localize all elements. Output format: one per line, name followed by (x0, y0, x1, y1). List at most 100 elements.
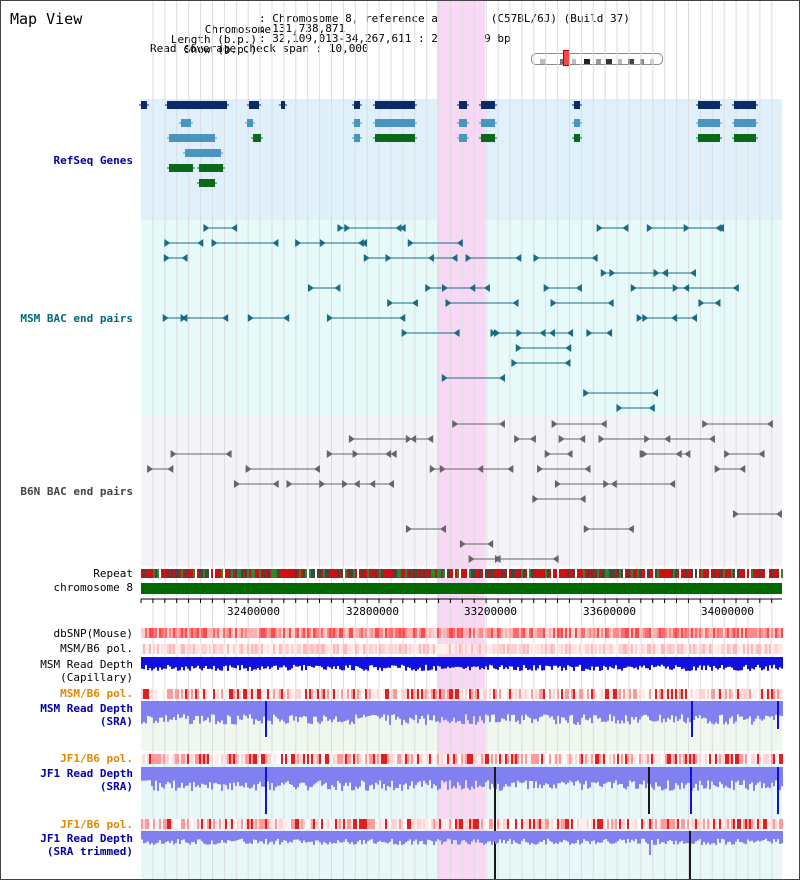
depth-bar (749, 657, 751, 671)
repeat-mark (385, 569, 387, 578)
heat-mark (407, 628, 409, 638)
heat-mark (609, 819, 611, 829)
heat-mark (755, 754, 757, 764)
heat-mark (387, 644, 389, 654)
heat-mark (163, 628, 165, 638)
heat-mark (193, 644, 195, 654)
heat-mark (649, 754, 651, 764)
depth-bar (639, 831, 641, 844)
repeat-mark (465, 569, 467, 578)
heat-mark (747, 689, 749, 699)
depth-bar (389, 657, 391, 668)
repeat-mark (525, 569, 527, 578)
refseq-gene (698, 119, 720, 127)
heat-mark (453, 644, 455, 654)
depth-bar (225, 831, 227, 844)
depth-bar (745, 767, 747, 789)
heat-mark (223, 819, 225, 829)
depth-bar (203, 831, 205, 844)
depth-bar (743, 657, 745, 667)
msm-bac-pair-end (295, 239, 302, 247)
heat-mark (701, 819, 703, 829)
depth-bar (435, 767, 437, 786)
heat-mark (497, 644, 499, 654)
depth-bar (527, 701, 529, 717)
heat-mark (429, 689, 431, 699)
depth-bar (647, 701, 649, 717)
depth-bar (287, 831, 289, 844)
depth-bar (615, 767, 617, 781)
b6n-bac-pair-end (498, 420, 505, 428)
heat-mark (155, 819, 157, 829)
heat-mark (651, 628, 653, 638)
depth-bar (163, 831, 165, 844)
heat-mark (733, 754, 735, 764)
heat-mark (195, 689, 197, 699)
heat-mark (197, 754, 199, 764)
heat-mark (549, 689, 551, 699)
axis-tick-label: 32400000 (227, 605, 280, 618)
heat-mark (297, 644, 299, 654)
depth-bar (223, 831, 225, 843)
heat-mark (613, 628, 615, 638)
repeat-mark (301, 569, 303, 578)
depth-bar (225, 657, 227, 666)
refseq-gene (247, 119, 253, 127)
depth-bar (205, 831, 207, 845)
track-label-msm-bac[interactable]: MSM BAC end pairs (20, 312, 133, 325)
repeat-mark (779, 569, 781, 578)
heat-mark (241, 754, 243, 764)
depth-bar (257, 767, 259, 785)
heat-mark (655, 819, 657, 829)
heat-mark (277, 689, 279, 699)
repeat-mark (415, 569, 417, 578)
depth-bar (495, 831, 497, 844)
track-label-b6n-bac[interactable]: B6N BAC end pairs (20, 485, 133, 498)
heat-mark (161, 689, 163, 699)
depth-bar (343, 701, 345, 722)
heat-mark (493, 754, 495, 764)
heat-mark (547, 628, 549, 638)
depth-bar (677, 767, 679, 786)
heat-mark (597, 819, 599, 829)
b6n-bac-pair-end (579, 495, 586, 503)
depth-bar (633, 767, 635, 782)
repeat-mark (389, 569, 391, 578)
depth-bar (361, 701, 363, 718)
repeat-mark (307, 569, 309, 578)
heat-mark (407, 644, 409, 654)
heat-mark (151, 819, 153, 829)
depth-bar (439, 701, 441, 723)
heat-mark (145, 754, 147, 764)
heat-mark (267, 819, 269, 829)
depth-bar (661, 831, 663, 843)
depth-bar (395, 701, 397, 720)
b6n-bac-pair-end (669, 480, 676, 488)
heat-mark (347, 689, 349, 699)
depth-bar (153, 831, 155, 845)
heat-mark (737, 754, 739, 764)
depth-bar (721, 831, 723, 839)
heat-mark (503, 819, 505, 829)
heat-mark (555, 819, 557, 829)
depth-bar (781, 831, 783, 844)
depth-bar (425, 657, 427, 665)
heat-mark (651, 819, 653, 829)
heat-mark (351, 644, 353, 654)
heat-mark (211, 819, 213, 829)
heat-mark (773, 644, 775, 654)
repeat-mark (547, 569, 549, 578)
depth-bar (175, 701, 177, 721)
depth-bar (419, 701, 421, 720)
depth-bar (155, 767, 157, 781)
heat-mark (455, 644, 457, 654)
depth-bar (669, 657, 671, 670)
heat-mark (567, 754, 569, 764)
depth-bar (709, 831, 711, 845)
track-label-refseq[interactable]: RefSeq Genes (53, 154, 133, 167)
msm-bac-pair-end (231, 224, 238, 232)
repeat-mark (343, 569, 345, 578)
depth-bar (331, 831, 333, 844)
depth-bar (417, 701, 419, 724)
